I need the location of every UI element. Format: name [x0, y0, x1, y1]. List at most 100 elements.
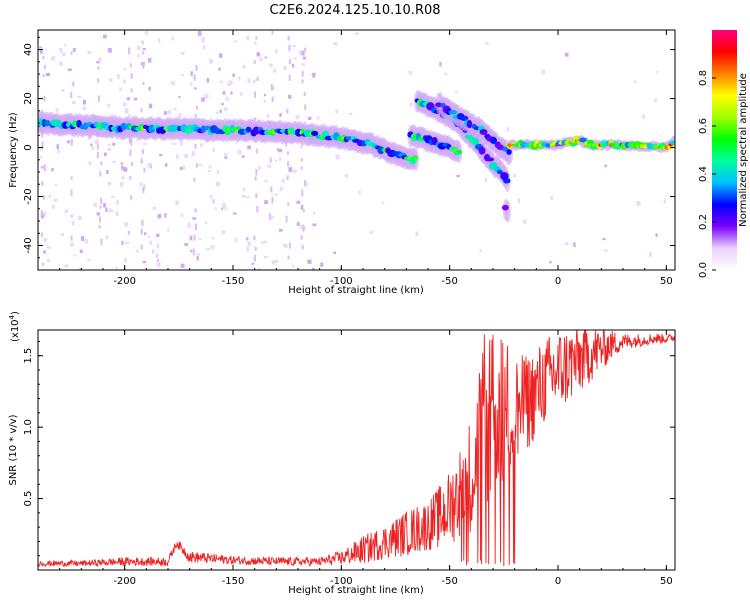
spectrogram-speck [40, 214, 45, 219]
spectrogram-streak [287, 35, 290, 41]
spectrogram-streak [194, 208, 197, 213]
spectrogram-streak [141, 51, 144, 55]
spectrogram-speck [409, 102, 413, 108]
spectrogram-speck [226, 96, 229, 101]
spectrogram-speck [344, 174, 349, 178]
spectrogram-streak [99, 205, 102, 209]
spectrogram-speck [110, 113, 114, 119]
spectrogram-speck [142, 260, 147, 264]
spectrogram-speck [506, 127, 509, 132]
spectrogram-speck [40, 146, 43, 151]
spectrogram-speck [190, 71, 193, 76]
colorbar-ticks: 0.0 0.2 0.4 0.6 0.8 [698, 70, 716, 278]
spectrogram-core [514, 143, 519, 147]
spectrogram-speck [207, 170, 211, 173]
spectrogram-speck [522, 219, 527, 224]
spectrogram-speck [91, 146, 95, 150]
y-tick-label: -40 [23, 237, 34, 253]
spectrogram-speck [51, 168, 54, 172]
spectrogram-frame [37, 29, 676, 271]
spectrogram-speck [123, 79, 126, 84]
spectrogram-speck [82, 106, 86, 111]
spectrogram-speck [180, 263, 185, 268]
spectrogram-speck [312, 72, 316, 78]
spectrogram-streak [193, 177, 196, 182]
spectrogram-speck [278, 156, 282, 162]
spectrogram-streak [42, 194, 45, 200]
spectrogram-streak [253, 235, 256, 241]
spectrogram-streak [195, 64, 198, 72]
spectrogram-core [639, 144, 644, 149]
spectrogram-speck [305, 182, 308, 187]
spectrogram-speck [55, 108, 59, 112]
spectrogram-streak [303, 180, 306, 186]
spectrogram-speck [333, 251, 337, 255]
spectrogram-speck [90, 143, 93, 147]
spectrogram-speck [112, 142, 116, 146]
spectrogram-speck [513, 173, 516, 178]
spectrogram-speck [241, 194, 246, 198]
spectrogram-streak [254, 246, 257, 251]
colorbar: 0.0 0.2 0.4 0.6 0.8 Normalized spectral ampl… [698, 30, 749, 278]
spectrogram-speck [201, 36, 205, 39]
spectrogram-peak [506, 149, 512, 155]
spectrogram-speck [210, 245, 215, 249]
spectrogram-speck [298, 50, 302, 54]
spectrogram-speck [564, 242, 569, 246]
spectrogram-speck [124, 222, 128, 227]
y-tick-label: 1.5 [23, 348, 34, 364]
spectrogram-speck [238, 76, 241, 81]
spectrogram-speck [355, 32, 359, 35]
spectrogram-speck [61, 52, 66, 56]
spectrogram-streak [41, 262, 44, 266]
spectrogram-peak [669, 140, 675, 145]
spectrogram-speck [144, 232, 147, 236]
spectrogram-core [643, 144, 647, 149]
spectrogram-speck [46, 246, 51, 249]
spectrogram-streak [255, 148, 258, 154]
spectrogram-speck [333, 41, 338, 46]
spectrogram-speck [198, 238, 202, 241]
spectrogram-speck [209, 195, 213, 199]
spectrogram-streak [41, 181, 44, 186]
spectrogram-speck [194, 87, 197, 90]
spectrogram-streak [287, 202, 290, 206]
spectrogram-peak [245, 126, 252, 133]
spectrogram-speck [96, 139, 99, 143]
spectrogram-speck [245, 196, 250, 199]
spectrogram-speck [74, 254, 77, 257]
spectrogram-speck [121, 240, 124, 246]
spectrogram-speck [230, 91, 233, 95]
spectrogram-streak [195, 105, 198, 110]
spectrogram-speck [123, 167, 128, 172]
spectrogram-speck [147, 162, 152, 168]
spectrogram-speck [46, 258, 50, 263]
spectrogram-speck [197, 30, 202, 36]
spectrogram-streak [194, 270, 196, 274]
spectrogram-speck [335, 109, 339, 114]
spectrogram-speck [66, 140, 71, 144]
spectrogram-speck [142, 48, 146, 51]
spectrogram-streak [130, 140, 133, 146]
spectrogram-speck [171, 142, 176, 145]
spectrogram-speck [64, 209, 69, 213]
spectrogram-speck [120, 181, 124, 187]
spectrogram-speck [107, 147, 112, 151]
spectrogram-speck [484, 42, 489, 45]
spectrogram-speck [301, 63, 305, 67]
spectrogram-speck [156, 243, 160, 249]
spectrogram-streak [256, 76, 259, 81]
spectrogram-speck [237, 149, 242, 155]
spectrogram-core [135, 127, 140, 130]
spectrogram-core [338, 135, 342, 140]
spectrogram-speck [227, 83, 230, 86]
spectrogram-speck [202, 45, 206, 50]
spectrogram-streak [42, 73, 45, 78]
spectrogram-speck [59, 47, 63, 52]
spectrogram-speck [157, 213, 162, 219]
spectrogram-core [507, 143, 512, 148]
colorbar-tick-label: 0.2 [698, 214, 709, 230]
spectrogram-speck [221, 102, 224, 106]
spectrogram-streak [70, 138, 73, 146]
spectrogram-speck [70, 242, 74, 247]
